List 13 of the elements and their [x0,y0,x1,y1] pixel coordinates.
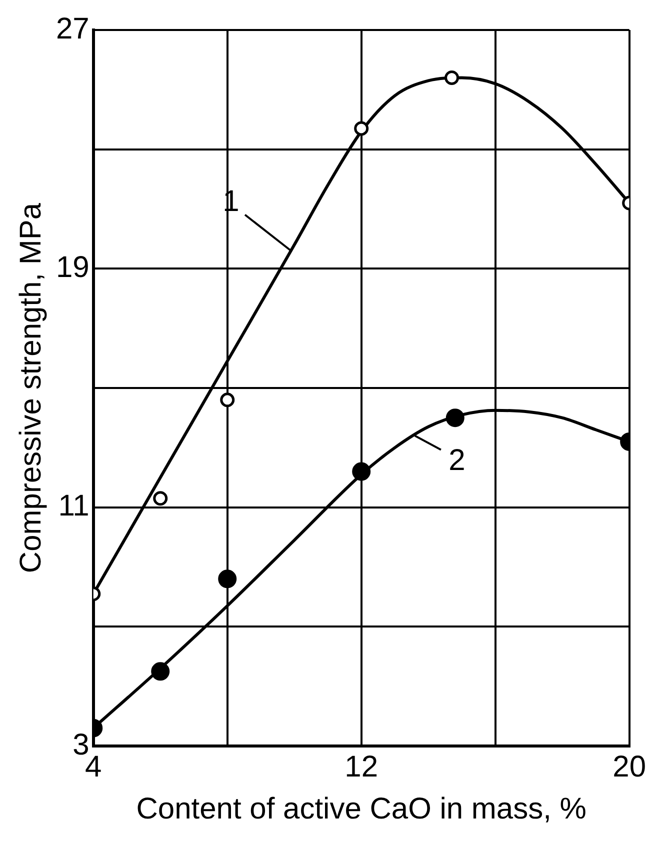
y-axis-title: Compressive strength, MPa [14,202,48,574]
point [446,408,464,428]
point [354,121,369,136]
x-tick-label: 12 [344,750,378,784]
annotation: 2 [448,444,466,477]
y-tick-label: 11 [58,490,90,523]
x-tick-label: 20 [612,750,646,784]
x-axis-title: Content of active CaO in mass, % [136,792,586,826]
y-tick-label: 3 [72,728,90,762]
point [444,70,460,85]
point [352,462,371,481]
y-tick-label: 19 [56,250,90,284]
y-tick-label: 27 [56,12,90,46]
